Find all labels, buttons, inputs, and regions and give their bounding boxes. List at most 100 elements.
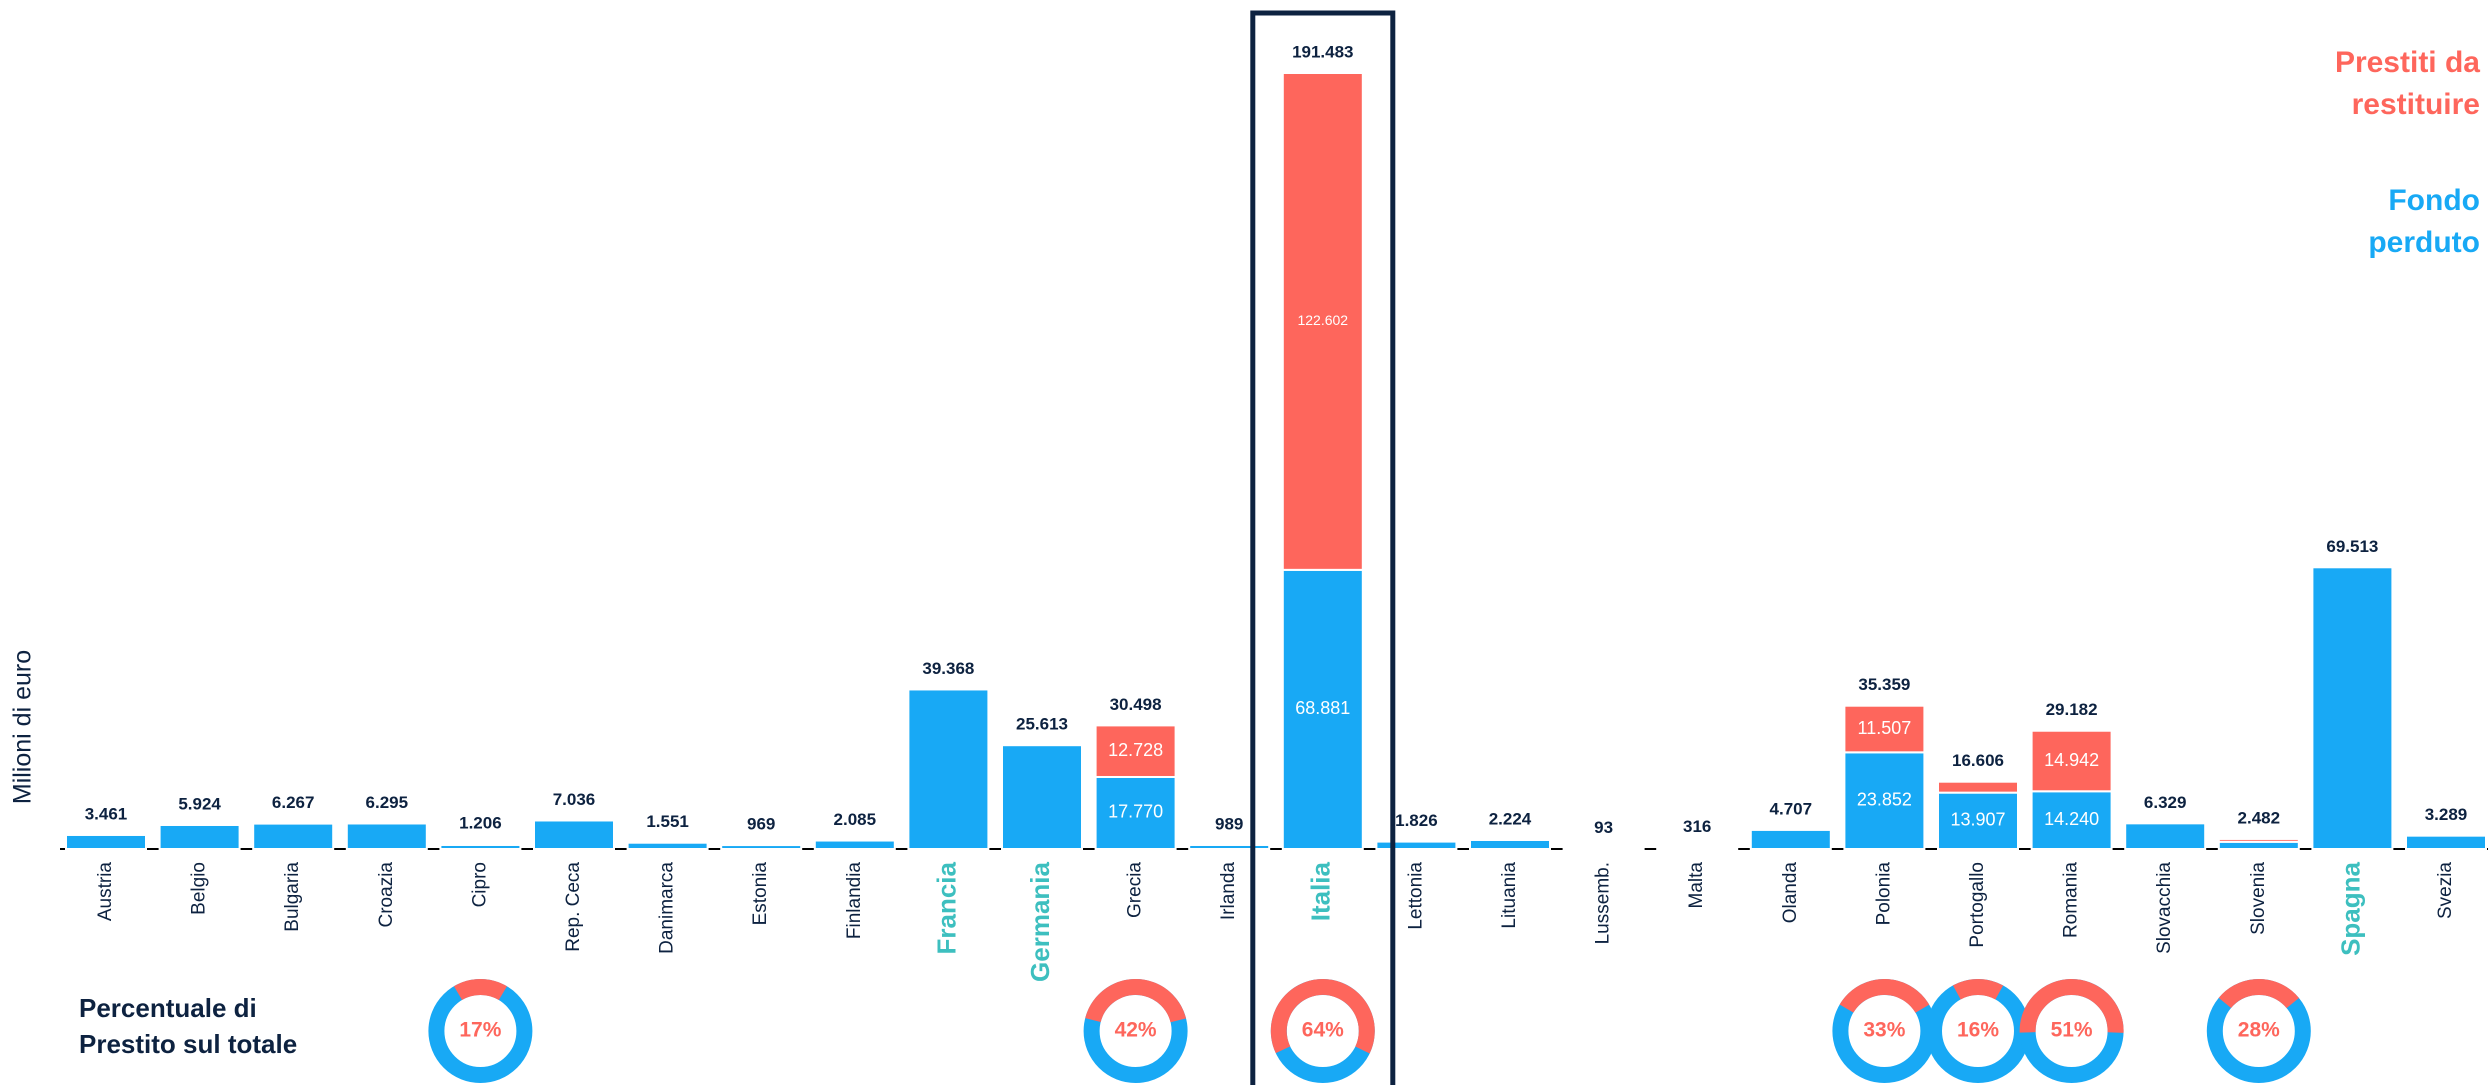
bar-segment (1937, 780, 2019, 794)
bar-segment (533, 819, 615, 851)
bar-segment (439, 843, 522, 846)
x-tick-label: Austria (95, 862, 116, 922)
total-label: 6.329 (2144, 793, 2187, 812)
segment-label: 17.770 (1108, 802, 1163, 822)
bar-segment (1094, 775, 1177, 850)
x-tick-label: Grecia (1125, 862, 1146, 918)
total-label: 989 (1215, 814, 1243, 833)
x-tick-label: Estonia (750, 862, 771, 926)
bar-segment (252, 822, 335, 850)
x-tick-label: Slovenia (2248, 862, 2269, 935)
donut-share (1926, 979, 2030, 1083)
total-label: 3.289 (2425, 805, 2468, 824)
x-tick-label: Bulgaria (282, 862, 303, 932)
donut-share (2019, 979, 2124, 1083)
bar-segment (1094, 724, 1177, 778)
total-label: 969 (747, 815, 775, 834)
donut-share (428, 979, 533, 1083)
donut-share (1832, 979, 1937, 1083)
donut-label: 28% (2238, 1019, 2280, 1042)
x-tick-label: Finlandia (844, 862, 865, 940)
donut-share (1083, 979, 1188, 1083)
total-label: 2.224 (1489, 809, 1532, 828)
bar-segment (813, 839, 896, 850)
x-tick-label: Polonia (1873, 862, 1894, 926)
x-tick-label: Svezia (2435, 862, 2456, 919)
total-label: 93 (1594, 818, 1613, 837)
bar-segment (2217, 840, 2300, 851)
bar-segment (1937, 791, 2019, 851)
bar-segment (1281, 72, 1364, 571)
donut-label: 64% (1302, 1019, 1344, 1042)
donut-label: 16% (1957, 1019, 1999, 1042)
donut-share (2206, 979, 2311, 1083)
total-label: 191.483 (1292, 42, 1353, 61)
bar-segment (1843, 704, 1926, 754)
bar-segment (2405, 834, 2487, 851)
bar-segment (1656, 846, 1739, 850)
bar-segment (2311, 566, 2394, 851)
x-tick-label: Lituania (1499, 862, 1520, 929)
segment-label: 11.507 (1858, 718, 1912, 738)
bar-segment (1375, 840, 1458, 850)
total-label: 6.267 (272, 793, 315, 812)
total-label: 35.359 (1858, 675, 1910, 694)
total-label: 7.036 (553, 790, 596, 809)
legend-entry: Fondo perduto (2368, 184, 2480, 259)
donut-label: 42% (1115, 1019, 1157, 1042)
loan-share-title: Percentuale di Prestito sul totale (79, 993, 298, 1059)
segment-label: 68.881 (1295, 698, 1350, 718)
total-label: 69.513 (2326, 537, 2378, 556)
total-label: 25.613 (1016, 715, 1068, 734)
total-label: 2.085 (834, 810, 877, 829)
x-tick-label: Germania (1025, 861, 1055, 981)
x-tick-label: Croazia (376, 862, 397, 928)
bar-segment (907, 688, 990, 850)
bar-segment (1188, 843, 1271, 851)
bar-segment (2217, 837, 2300, 843)
x-tick-label: Spagna (2335, 861, 2365, 955)
legend-entry: Prestiti da restituire (2334, 46, 2480, 121)
bar-segment (2030, 729, 2113, 793)
bar-segment (158, 823, 241, 850)
x-tick-label: Italia (1306, 861, 1336, 921)
x-tick-label: Belgio (189, 862, 210, 915)
x-tick-label: Olanda (1780, 862, 1801, 924)
bar-segment (1843, 751, 1926, 851)
bar-segment (720, 844, 803, 851)
bar-segment (626, 841, 709, 851)
segment-label: 12.728 (1108, 740, 1163, 760)
segment-label: 23.852 (1857, 789, 1912, 809)
donut-share (1270, 979, 1375, 1083)
x-tick-label: Malta (1686, 862, 1707, 909)
donut-label: 17% (459, 1019, 501, 1042)
total-label: 29.182 (2046, 700, 2098, 719)
bar-segment (1001, 744, 1083, 850)
total-label: 1.826 (1395, 811, 1438, 830)
x-tick-label: Rep. Ceca (563, 862, 584, 952)
total-label: 3.461 (85, 804, 128, 823)
x-tick-label: Danimarca (657, 862, 678, 954)
total-label: 5.924 (178, 794, 221, 813)
total-label: 6.295 (366, 793, 409, 812)
total-label: 39.368 (922, 659, 974, 678)
total-label: 1.206 (459, 814, 502, 833)
bar-segment (1469, 838, 1551, 850)
donut-label: 33% (1863, 1019, 1905, 1042)
x-tick-label: Slovacchia (2154, 862, 2175, 954)
x-tick-label: Romania (2061, 862, 2082, 938)
bar-segment (1281, 568, 1364, 850)
total-label: 2.482 (2238, 808, 2281, 827)
segment-label: 13.907 (1950, 810, 2005, 830)
x-tick-label: Lettonia (1405, 862, 1426, 930)
segment-label: 122.602 (1297, 312, 1348, 328)
total-label: 1.551 (646, 812, 689, 831)
total-label: 4.707 (1770, 799, 1813, 818)
x-tick-label: Irlanda (1218, 862, 1239, 921)
bar-segment (65, 833, 147, 850)
x-tick-label: Lussemb. (1593, 862, 1614, 944)
x-tick-label: Cipro (469, 862, 490, 907)
total-label: 16.606 (1952, 751, 2004, 770)
